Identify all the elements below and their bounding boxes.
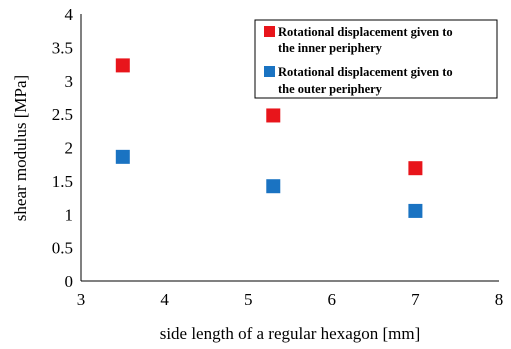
y-tick-label: 2 <box>65 139 74 158</box>
x-tick-label: 8 <box>495 290 504 309</box>
y-tick-label: 4 <box>65 5 74 24</box>
x-axis-title: side length of a regular hexagon [mm] <box>160 324 421 343</box>
axes <box>80 14 499 282</box>
y-tick-label: 0 <box>65 272 74 291</box>
x-tick-label: 3 <box>77 290 86 309</box>
data-point-series-1 <box>115 149 130 164</box>
legend-box <box>254 19 498 99</box>
legend-label-outer-line1: Rotational displacement given to <box>278 65 453 79</box>
data-point-series-0 <box>266 108 281 123</box>
y-tick-label: 3 <box>65 72 74 91</box>
legend-label-outer-line2: the outer periphery <box>278 82 383 96</box>
y-tick-label: 1 <box>65 205 74 224</box>
x-tick-label: 6 <box>328 290 337 309</box>
y-tick-labels: 0 0.5 1 1.5 2 2.5 3 3.5 4 <box>52 5 74 291</box>
legend-label-inner-line1: Rotational displacement given to <box>278 25 453 39</box>
x-tick-label: 5 <box>244 290 253 309</box>
y-tick-label: 1.5 <box>52 172 73 191</box>
y-axis-title: shear modulus [MPa] <box>11 75 30 221</box>
data-point-series-1 <box>266 179 281 194</box>
y-tick-label: 3.5 <box>52 38 73 57</box>
data-point-series-0 <box>408 161 423 176</box>
x-tick-label: 7 <box>411 290 420 309</box>
y-tick-label: 0.5 <box>52 239 73 258</box>
legend-marker-inner <box>264 26 275 37</box>
data-point-series-1 <box>408 203 423 218</box>
y-tick-label: 2.5 <box>52 105 73 124</box>
legend: Rotational displacement given to the inn… <box>254 19 498 99</box>
x-tick-label: 4 <box>160 290 169 309</box>
data-points <box>115 58 423 218</box>
legend-marker-outer <box>264 66 275 77</box>
x-tick-labels: 3 4 5 6 7 8 <box>77 290 504 309</box>
data-point-series-0 <box>115 58 130 73</box>
legend-label-inner-line2: the inner periphery <box>278 41 383 55</box>
